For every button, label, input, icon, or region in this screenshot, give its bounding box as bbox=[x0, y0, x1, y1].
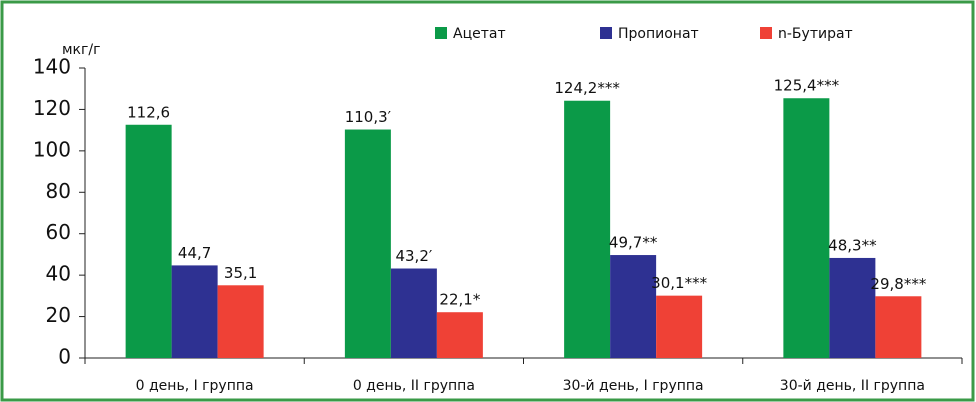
y-tick-label: 120 bbox=[33, 96, 71, 120]
bar bbox=[436, 312, 483, 358]
data-label: 48,3** bbox=[828, 236, 877, 254]
legend-swatch bbox=[600, 27, 612, 39]
x-tick-label: 0 день, II группа bbox=[353, 378, 475, 394]
data-label: 43,2′ bbox=[395, 247, 432, 265]
bar bbox=[829, 257, 876, 358]
data-label: 124,2*** bbox=[554, 79, 620, 97]
bar bbox=[610, 255, 657, 358]
legend-label: n-Бутират bbox=[778, 26, 853, 42]
y-axis-label: мкг/г bbox=[62, 42, 100, 58]
data-label: 110,3′ bbox=[345, 108, 392, 126]
x-tick-label: 30-й день, I группа bbox=[563, 378, 704, 394]
bar bbox=[656, 295, 703, 358]
bar bbox=[564, 100, 611, 358]
y-tick-label: 80 bbox=[46, 179, 71, 203]
bar bbox=[390, 268, 437, 358]
data-label: 49,7** bbox=[609, 234, 658, 252]
legend-swatch bbox=[435, 27, 447, 39]
bar bbox=[125, 124, 172, 358]
legend-label: Пропионат bbox=[618, 26, 699, 42]
data-label: 30,1*** bbox=[651, 274, 707, 292]
data-label: 125,4*** bbox=[774, 77, 840, 95]
data-label: 22,1* bbox=[439, 291, 480, 309]
x-tick-label: 0 день, I группа bbox=[136, 378, 254, 394]
y-tick-label: 140 bbox=[33, 55, 71, 79]
data-label: 35,1 bbox=[224, 264, 257, 282]
y-tick-label: 0 bbox=[58, 345, 71, 369]
bar bbox=[171, 265, 218, 358]
legend-label: Ацетат bbox=[453, 26, 506, 42]
legend-swatch bbox=[760, 27, 772, 39]
x-tick-label: 30-й день, II группа bbox=[780, 378, 925, 394]
bar bbox=[875, 296, 922, 358]
y-tick-label: 40 bbox=[46, 262, 71, 286]
data-label: 29,8*** bbox=[870, 275, 926, 293]
bar bbox=[344, 129, 391, 358]
y-tick-label: 20 bbox=[46, 303, 71, 327]
data-label: 112,6 bbox=[127, 103, 170, 121]
data-label: 44,7 bbox=[178, 244, 211, 262]
bar bbox=[783, 98, 830, 358]
y-tick-label: 60 bbox=[46, 220, 71, 244]
y-tick-label: 100 bbox=[33, 137, 71, 161]
bar bbox=[217, 285, 264, 358]
